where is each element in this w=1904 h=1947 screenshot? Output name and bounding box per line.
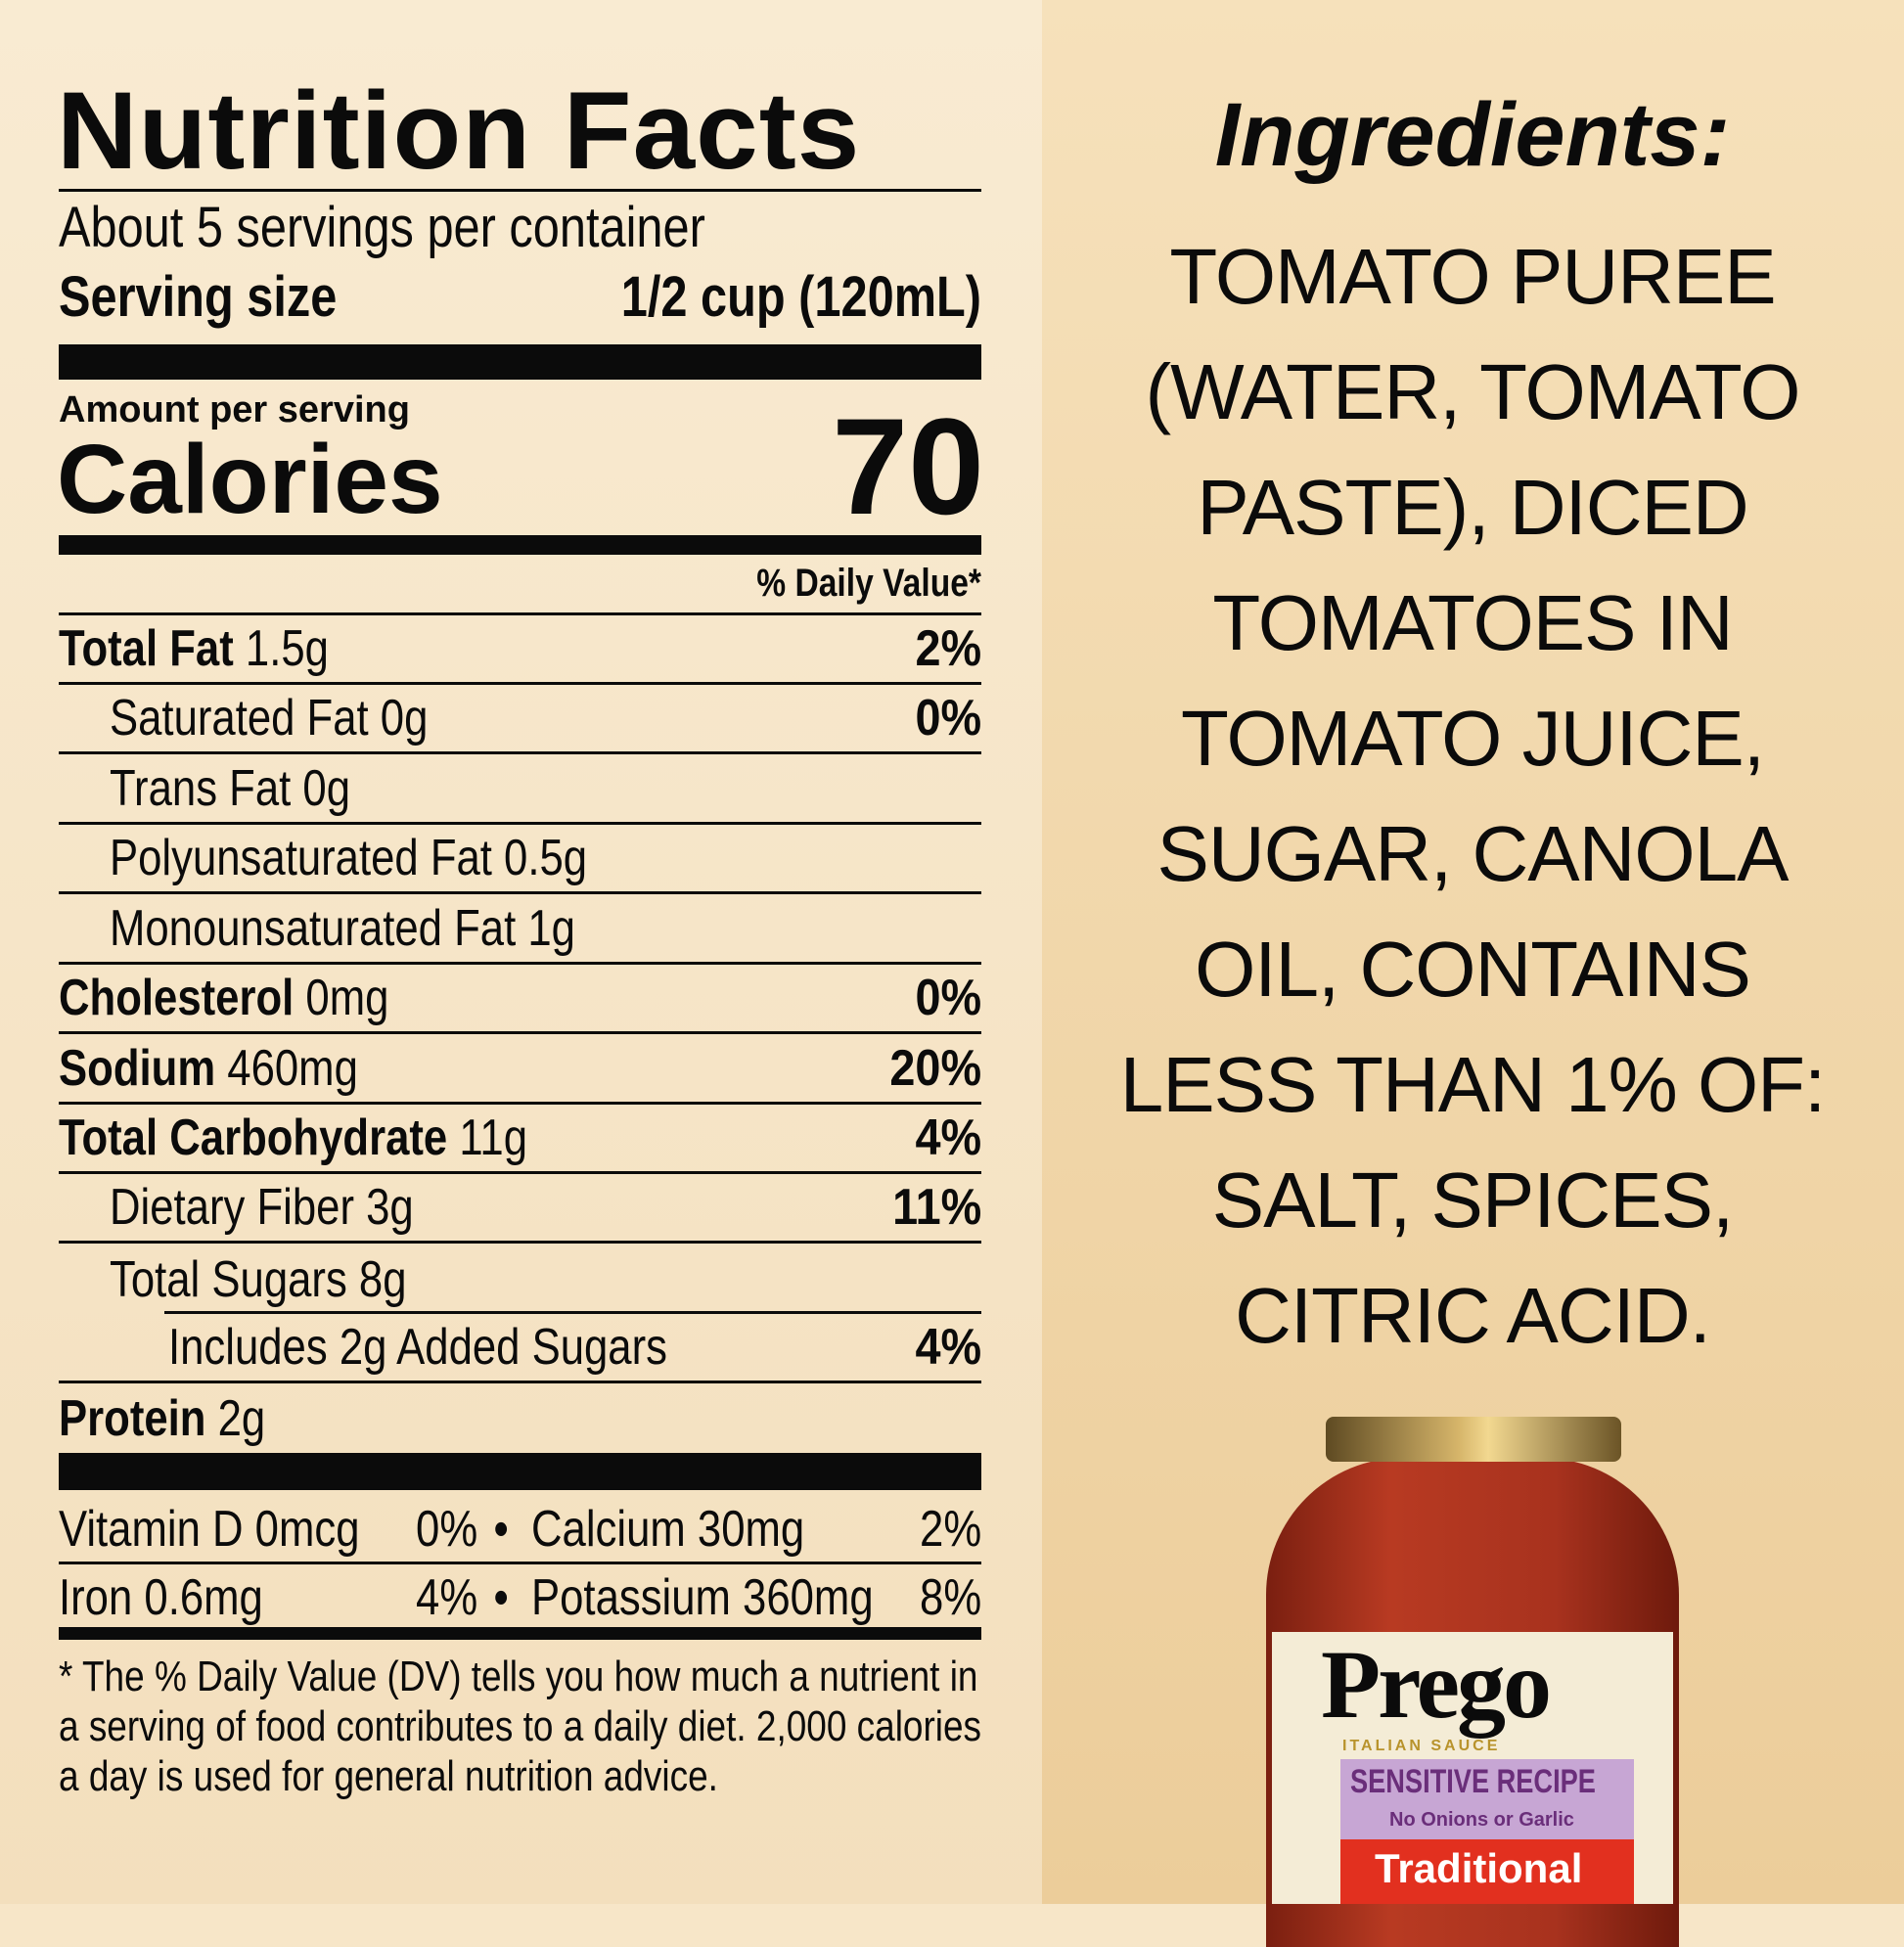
nutrient-amount: 1.5g: [245, 620, 329, 678]
nutrient-name: Dietary Fiber 3g: [110, 1179, 414, 1237]
nutrient-amount: 0mg: [305, 970, 389, 1027]
nutrient-name: Total Sugars 8g: [110, 1250, 407, 1308]
divider: [59, 1562, 981, 1564]
nutrient-name: Saturated Fat 0g: [110, 690, 429, 747]
brand-subtitle: ITALIAN SAUCE: [1342, 1738, 1501, 1754]
nutrient-row-saturated-fat: Saturated Fat 0g 0%: [59, 685, 981, 755]
ingredient-line: (WATER, TOMATO: [1145, 348, 1801, 435]
nutrient-amount: 2g: [217, 1389, 266, 1447]
thick-divider: [59, 1627, 981, 1640]
nutrient-dv: 4%: [915, 1109, 981, 1167]
thick-divider: [59, 1453, 981, 1490]
vitamin-row: Vitamin D 0mcg 0% • Calcium 30mg 2%: [59, 1497, 981, 1562]
nutrient-name: Sodium: [59, 1040, 216, 1098]
footnote: * The % Daily Value (DV) tells you how m…: [59, 1652, 982, 1801]
thick-divider: [59, 344, 981, 380]
brand-logo: Prego: [1321, 1630, 1552, 1739]
nutrient-name: Polyunsaturated Fat 0.5g: [110, 830, 588, 887]
vitamin-dv: 0%: [415, 1501, 477, 1558]
nutrient-dv: 0%: [915, 690, 981, 747]
daily-value-header: % Daily Value*: [756, 562, 981, 605]
recipe-note: No Onions or Garlic: [1389, 1809, 1574, 1831]
nutrient-row-protein: Protein 2g: [59, 1383, 981, 1453]
nutrition-title: Nutrition Facts: [57, 69, 861, 192]
nutrient-dv: 11%: [891, 1179, 981, 1237]
ingredient-line: CITRIC ACID.: [1235, 1272, 1711, 1359]
nutrient-name: Cholesterol: [59, 970, 295, 1027]
mineral-name: Calcium 30mg: [531, 1501, 805, 1558]
amount-per-serving: Amount per serving: [59, 389, 410, 430]
nutrient-name: Includes 2g Added Sugars: [168, 1319, 667, 1377]
mineral-name: Potassium 360mg: [531, 1569, 874, 1626]
variety-name: Traditional: [1375, 1845, 1583, 1891]
nutrition-panel: [0, 0, 1042, 1904]
recipe-band: [1340, 1759, 1634, 1839]
ingredients-title: Ingredients:: [1214, 85, 1731, 185]
calories-value: 70: [832, 389, 984, 543]
footnote-line: * The % Daily Value (DV) tells you how m…: [59, 1653, 978, 1700]
mineral-dv: 2%: [919, 1501, 981, 1558]
nutrient-row-polyunsaturated-fat: Polyunsaturated Fat 0.5g: [59, 825, 981, 895]
ingredient-line: SUGAR, CANOLA: [1156, 810, 1790, 897]
ingredient-line: LESS THAN 1% OF:: [1119, 1041, 1827, 1128]
ingredient-line: SALT, SPICES,: [1211, 1156, 1734, 1244]
vitamin-name: Iron 0.6mg: [59, 1569, 263, 1626]
servings-per-container: About 5 servings per container: [59, 196, 705, 259]
ingredient-line: OIL, CONTAINS: [1195, 926, 1751, 1013]
nutrient-amount: 11g: [459, 1109, 527, 1167]
bullet: •: [493, 1501, 509, 1558]
divider: [59, 189, 981, 192]
vitamin-name: Vitamin D 0mcg: [59, 1501, 360, 1558]
serving-size-value: 1/2 cup (120mL): [620, 265, 981, 329]
calories-label: Calories: [57, 425, 443, 534]
nutrient-row-cholesterol: Cholesterol 0mg 0%: [59, 965, 981, 1035]
nutrient-dv: 0%: [915, 970, 981, 1027]
nutrient-name: Trans Fat 0g: [110, 760, 351, 818]
ingredient-line: TOMATO PUREE: [1169, 233, 1776, 320]
footnote-line: a day is used for general nutrition advi…: [59, 1752, 718, 1800]
nutrient-name: Total Fat: [59, 620, 234, 678]
recipe-name: SENSITIVE RECIPE: [1350, 1763, 1596, 1800]
nutrient-name: Protein: [59, 1389, 206, 1447]
nutrient-name: Monounsaturated Fat 1g: [110, 900, 575, 958]
nutrient-row-sodium: Sodium 460mg 20%: [59, 1035, 981, 1106]
nutrient-row-total-carbohydrate: Total Carbohydrate 11g 4%: [59, 1105, 981, 1175]
ingredient-line: TOMATO JUICE,: [1181, 695, 1765, 782]
ingredients-list: TOMATO PUREE (WATER, TOMATO PASTE), DICE…: [1062, 219, 1883, 1374]
bullet: •: [493, 1569, 509, 1626]
nutrient-dv: 2%: [915, 620, 981, 678]
indented-divider: [164, 1311, 981, 1314]
nutrient-row-monounsaturated-fat: Monounsaturated Fat 1g: [59, 895, 981, 966]
footnote-line: a serving of food contributes to a daily…: [59, 1702, 982, 1750]
nutrient-row-total-fat: Total Fat 1.5g 2%: [59, 615, 981, 686]
nutrient-name: Total Carbohydrate: [59, 1109, 448, 1167]
ingredient-line: PASTE), DICED: [1197, 464, 1748, 551]
vitamin-row: Iron 0.6mg 4% • Potassium 360mg 8%: [59, 1565, 981, 1630]
divider: [59, 612, 981, 615]
jar-lid: [1326, 1417, 1621, 1462]
nutrient-dv: 4%: [915, 1319, 981, 1377]
variety-band: [1340, 1839, 1634, 1904]
nutrient-dv: 20%: [889, 1040, 981, 1098]
nutrient-row-total-sugars: Total Sugars 8g: [59, 1245, 981, 1314]
serving-size-label: Serving size: [59, 265, 338, 329]
mineral-dv: 8%: [919, 1569, 981, 1626]
vitamin-dv: 4%: [415, 1569, 477, 1626]
nutrient-amount: 460mg: [227, 1040, 358, 1098]
nutrient-row-dietary-fiber: Dietary Fiber 3g 11%: [59, 1174, 981, 1245]
medium-divider: [59, 535, 981, 555]
nutrient-row-added-sugars: Includes 2g Added Sugars 4%: [59, 1314, 981, 1384]
nutrient-row-trans-fat: Trans Fat 0g: [59, 755, 981, 826]
ingredient-line: TOMATOES IN: [1212, 579, 1733, 666]
